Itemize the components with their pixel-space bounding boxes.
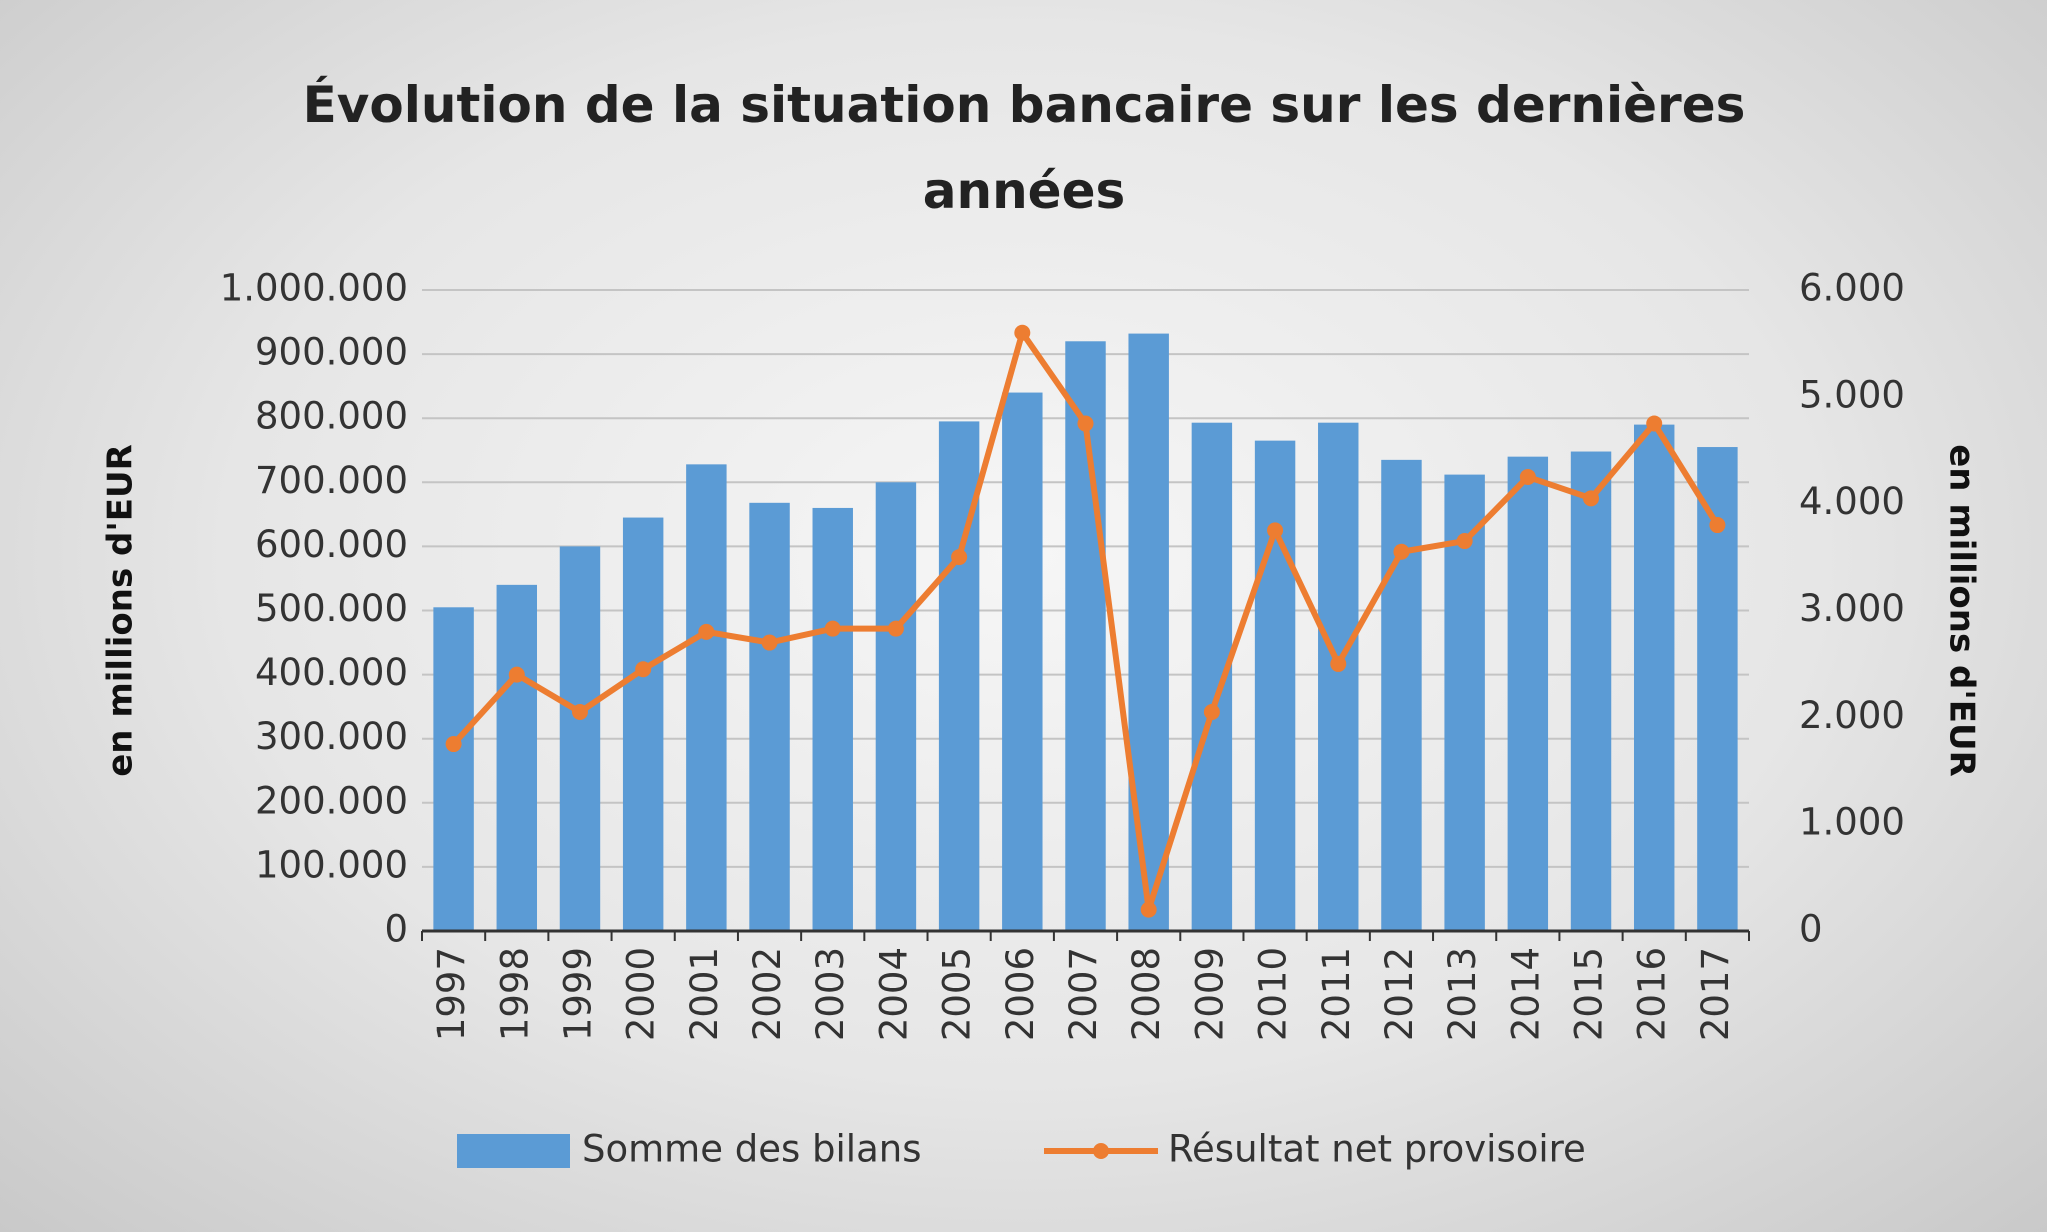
x-tick-label: 2013 [1441, 947, 1484, 1041]
line-marker [1646, 415, 1663, 432]
x-tick-label: 2012 [1378, 947, 1421, 1041]
y2-axis-label: en millions d'EUR [1942, 444, 1982, 777]
y2-tick-label: 5.000 [1799, 373, 1905, 416]
line-marker [887, 620, 904, 637]
x-tick-label: 2011 [1315, 947, 1358, 1041]
bar [1570, 451, 1612, 931]
y2-tick-label: 1.000 [1799, 801, 1905, 844]
x-tick-label: 2010 [1252, 947, 1295, 1041]
line-marker [1456, 533, 1473, 550]
bar [1507, 456, 1549, 931]
legend-swatch [457, 1134, 570, 1168]
y-axis-label: en millions d'EUR [101, 444, 141, 777]
y-tick-label: 500.000 [255, 587, 408, 630]
line-marker [571, 703, 588, 720]
y-tick-label: 800.000 [255, 395, 408, 438]
line-marker [508, 666, 525, 683]
y-tick-label: 600.000 [255, 523, 408, 566]
y-tick-label: 1.000.000 [220, 267, 408, 310]
line-marker [824, 620, 841, 637]
line-marker [445, 736, 462, 753]
x-tick-label: 2007 [1062, 947, 1105, 1041]
legend-label: Somme des bilans [582, 1128, 921, 1171]
bar [559, 546, 601, 931]
y2-tick-label: 0 [1799, 908, 1823, 951]
x-tick-label: 2003 [809, 947, 852, 1041]
bar [812, 507, 853, 931]
x-tick-label: 2017 [1694, 947, 1737, 1041]
x-tick-label: 2009 [1188, 947, 1231, 1041]
bar [1128, 333, 1169, 931]
line-marker [1583, 490, 1600, 507]
x-tick-label: 1997 [430, 947, 473, 1041]
legend-label: Résultat net provisoire [1168, 1128, 1586, 1171]
x-tick-label: 2005 [936, 947, 979, 1041]
y-tick-label: 700.000 [255, 459, 408, 502]
line-marker [951, 549, 968, 566]
x-tick-label: 2000 [620, 947, 663, 1041]
bar [1318, 422, 1359, 931]
y-tick-label: 400.000 [255, 651, 408, 694]
line-marker [1709, 517, 1726, 534]
line-marker [1203, 703, 1220, 720]
bar [875, 482, 917, 931]
x-tick-label: 2002 [746, 947, 789, 1041]
legend-swatch [1093, 1143, 1109, 1159]
x-tick-label: 2008 [1125, 947, 1168, 1041]
x-tick-label: 2016 [1631, 947, 1674, 1041]
line-marker [698, 623, 715, 640]
x-tick-label: 2014 [1504, 947, 1547, 1041]
bar [433, 607, 474, 931]
line-marker [1014, 324, 1031, 341]
bar [1002, 392, 1043, 931]
bar [622, 517, 664, 931]
x-tick-label: 2001 [683, 947, 726, 1041]
line-marker [1077, 415, 1094, 432]
x-tick-label: 2004 [872, 947, 915, 1041]
bar [1254, 440, 1296, 931]
y-tick-label: 300.000 [255, 715, 408, 758]
x-tick-label: 2015 [1568, 947, 1611, 1041]
line-marker [1519, 468, 1536, 485]
bar [1444, 474, 1485, 931]
bar [686, 464, 727, 931]
y2-tick-label: 6.000 [1799, 267, 1905, 310]
line-marker [1393, 543, 1410, 560]
y-tick-label: 200.000 [255, 779, 408, 822]
y2-tick-label: 2.000 [1799, 694, 1905, 737]
y-tick-label: 100.000 [255, 843, 408, 886]
line-marker [635, 661, 652, 678]
line-marker [761, 634, 778, 651]
bar [496, 584, 538, 931]
y-tick-label: 0 [384, 908, 408, 951]
line-marker [1140, 901, 1157, 918]
chart-title: Évolution de la situation bancaire sur l… [302, 76, 1746, 220]
bar [749, 502, 790, 931]
x-tick-label: 1999 [556, 947, 599, 1041]
x-tick-label: 2006 [999, 947, 1042, 1041]
line-marker [1330, 655, 1347, 672]
x-tick-label: 1998 [493, 947, 536, 1041]
line-marker [1267, 522, 1284, 539]
y-tick-label: 900.000 [255, 331, 408, 374]
y2-tick-label: 3.000 [1799, 587, 1905, 630]
bar [1381, 459, 1422, 931]
y2-tick-label: 4.000 [1799, 480, 1905, 523]
bar [1633, 424, 1675, 931]
